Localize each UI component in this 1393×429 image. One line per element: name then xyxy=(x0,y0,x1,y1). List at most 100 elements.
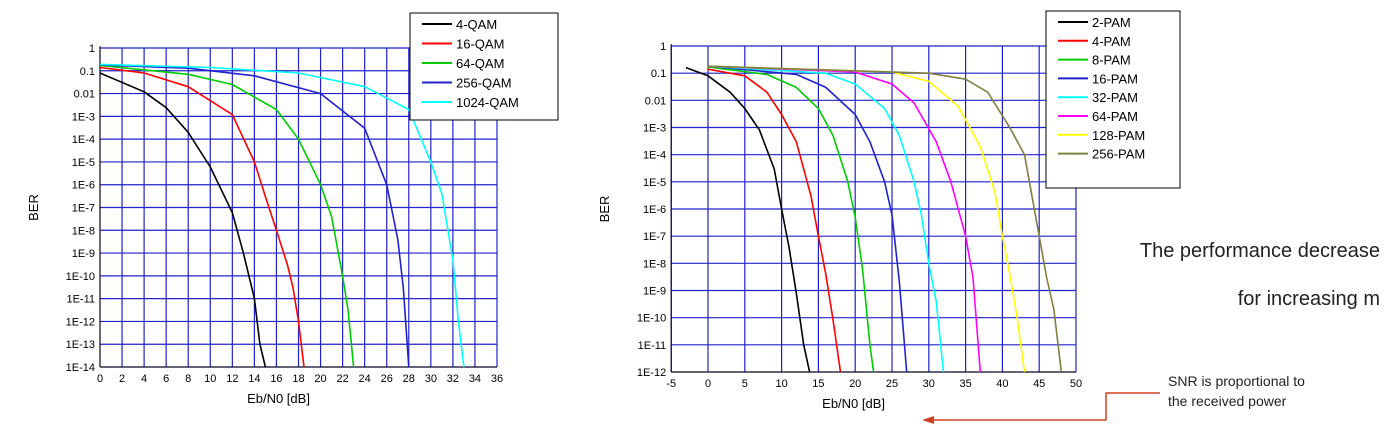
chart-1: 0 2 4 6 8 10 12 14 16 18 20 22 24 26 28 30 32 34 3610.10.0… xyxy=(26,12,559,406)
legend-label: 8-PAM xyxy=(1092,53,1131,68)
x-tick-label: 18 xyxy=(292,373,304,385)
x-tick-label: 12 xyxy=(226,373,238,385)
series-line-4-pam xyxy=(707,68,842,373)
legend: 4-QAM 16-QAM 64-QAM 256-QAM 1024-QAM xyxy=(409,12,559,121)
series-line-1024-qam xyxy=(99,63,465,368)
x-tick-label: 40 xyxy=(996,378,1008,390)
x-tick-label: 16 xyxy=(270,373,282,385)
y-tick-label: 1E-11 xyxy=(638,340,667,352)
series-line-64-qam xyxy=(99,64,355,368)
legend-label: 4-PAM xyxy=(1092,34,1131,49)
x-tick-label: 24 xyxy=(359,373,371,385)
x-tick-label: 20 xyxy=(314,373,326,385)
snr-arrow-line xyxy=(930,392,1160,421)
y-tick-label: 1E-14 xyxy=(66,362,95,374)
legend-label: 16-PAM xyxy=(1092,71,1138,86)
y-tick-label: 1E-9 xyxy=(643,286,666,298)
y-tick-label: 1E-13 xyxy=(66,339,95,351)
x-tick-label: 10 xyxy=(204,373,216,385)
x-tick-label: 26 xyxy=(381,373,393,385)
series-line-256-pam xyxy=(707,65,1063,373)
legend-label: 64-QAM xyxy=(456,56,504,71)
series-line-16-pam xyxy=(707,65,908,373)
x-axis-label: Eb/N0 [dB] xyxy=(247,391,310,406)
x-tick-label: -5 xyxy=(666,378,676,390)
x-tick-label: 32 xyxy=(447,373,459,385)
legend-label: 32-PAM xyxy=(1092,90,1138,105)
x-tick-label: 35 xyxy=(959,378,971,390)
series-line-64-pam xyxy=(707,65,982,373)
x-tick-label: 0 xyxy=(705,378,711,390)
legend-label: 64-PAM xyxy=(1092,109,1138,124)
y-tick-label: 1E-7 xyxy=(72,203,95,215)
x-tick-label: 28 xyxy=(403,373,415,385)
y-tick-label: 1E-9 xyxy=(72,248,95,260)
performance-note-line-2: for increasing m xyxy=(1237,288,1380,310)
y-tick-label: 1 xyxy=(660,41,666,53)
y-tick-label: 1E-6 xyxy=(72,180,95,192)
y-tick-label: 1E-3 xyxy=(643,123,666,135)
x-tick-label: 2 xyxy=(119,373,125,385)
x-tick-label: 5 xyxy=(742,378,748,390)
x-tick-label: 50 xyxy=(1070,378,1082,390)
legend-label: 256-PAM xyxy=(1092,147,1145,162)
legend-label: 16-QAM xyxy=(456,37,504,52)
x-tick-label: 34 xyxy=(469,373,481,385)
x-tick-label: 15 xyxy=(812,378,824,390)
y-tick-label: 1E-11 xyxy=(66,294,95,306)
y-tick-label: 1E-5 xyxy=(72,157,95,169)
x-tick-label: 0 xyxy=(97,373,103,385)
x-tick-label: 30 xyxy=(425,373,437,385)
x-tick-label: 14 xyxy=(248,373,260,385)
x-tick-label: 20 xyxy=(849,378,861,390)
y-tick-label: 1 xyxy=(89,43,95,55)
y-tick-label: 1E-3 xyxy=(72,111,95,123)
y-tick-label: 1E-10 xyxy=(66,271,95,283)
y-tick-label: 0.01 xyxy=(645,95,666,107)
x-tick-label: 36 xyxy=(491,373,503,385)
legend-label: 1024-QAM xyxy=(456,95,519,110)
x-tick-label: 45 xyxy=(1033,378,1045,390)
series-line-32-pam xyxy=(707,65,945,373)
series-line-16-qam xyxy=(99,66,305,368)
series-line-4-qam xyxy=(99,72,267,368)
y-axis-label: BER xyxy=(597,196,612,223)
y-tick-label: 1E-12 xyxy=(637,367,666,379)
y-tick-label: 1E-10 xyxy=(637,313,666,325)
x-tick-label: 30 xyxy=(923,378,935,390)
snr-note-line-2: the received power xyxy=(1168,393,1287,409)
y-tick-label: 1E-5 xyxy=(643,177,666,189)
series-line-8-pam xyxy=(707,66,875,373)
x-tick-label: 22 xyxy=(336,373,348,385)
series-line-128-pam xyxy=(707,65,1026,373)
y-tick-label: 1E-7 xyxy=(643,231,666,243)
chart-2: -5 0 5 10 15 20 25 30 35 40 45 50 1 0.1 0.01 1E-3 1E-4 1E… xyxy=(597,10,1181,411)
y-tick-label: 1E-6 xyxy=(643,204,666,216)
series-line-2-pam xyxy=(685,66,811,373)
snr-note-line-1: SNR is proportional to xyxy=(1168,373,1305,389)
y-tick-label: 0.1 xyxy=(651,68,666,80)
y-axis-label: BER xyxy=(26,194,41,221)
snr-arrow-head xyxy=(922,416,934,424)
y-tick-label: 1E-4 xyxy=(643,150,666,162)
x-tick-label: 6 xyxy=(163,373,169,385)
x-tick-label: 25 xyxy=(886,378,898,390)
y-tick-label: 1E-4 xyxy=(72,134,95,146)
x-tick-label: 4 xyxy=(141,373,147,385)
x-axis-label: Eb/N0 [dB] xyxy=(822,396,885,411)
series-line-256-qam xyxy=(99,64,410,368)
legend-label: 128-PAM xyxy=(1092,128,1145,143)
x-tick-label: 10 xyxy=(775,378,787,390)
legend-label: 256-QAM xyxy=(456,76,512,91)
y-tick-label: 1E-8 xyxy=(643,258,666,270)
legend-label: 4-QAM xyxy=(456,17,497,32)
y-tick-label: 0.1 xyxy=(80,66,95,78)
legend-label: 2-PAM xyxy=(1092,15,1131,30)
legend: 2-PAM 4-PAM 8-PAM 16-PAM 32-PAM 64-PAM 128-PAM… xyxy=(1045,10,1181,189)
snr-arrow xyxy=(922,392,1160,424)
x-tick-label: 8 xyxy=(185,373,191,385)
y-tick-label: 1E-8 xyxy=(72,225,95,237)
y-tick-label: 0.01 xyxy=(74,89,95,101)
y-tick-label: 1E-12 xyxy=(66,316,95,328)
